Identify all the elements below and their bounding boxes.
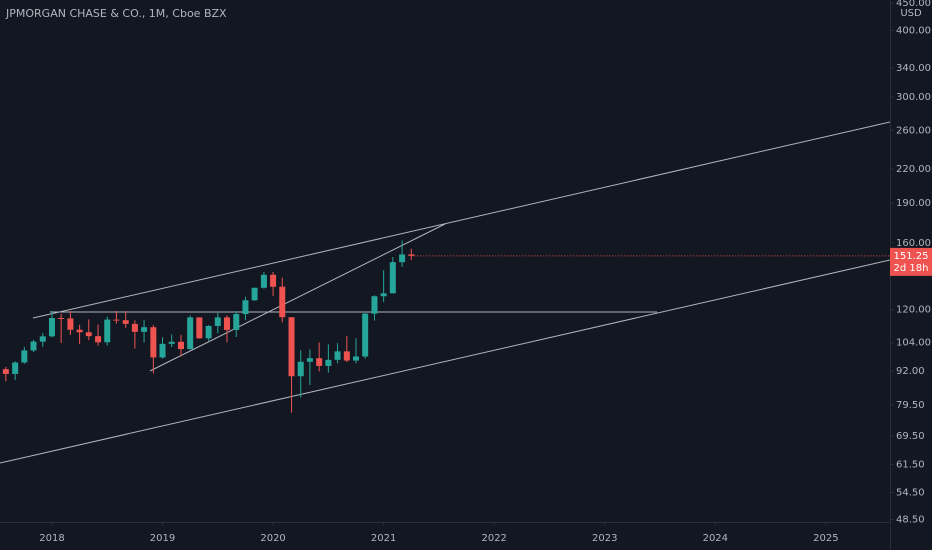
candle-body bbox=[251, 287, 258, 301]
y-tick-label: 69.50 bbox=[896, 431, 925, 442]
candle-body bbox=[325, 359, 332, 366]
chart-title: JPMORGAN CHASE & CO., 1M, Cboe BZX bbox=[5, 7, 227, 20]
candle-body bbox=[95, 336, 102, 343]
candle-body bbox=[58, 318, 65, 320]
y-tick-label: 260.00 bbox=[896, 125, 931, 136]
candle-body bbox=[306, 358, 313, 362]
y-tick-label: 400.00 bbox=[896, 25, 931, 36]
candle-body bbox=[30, 341, 37, 351]
candle-body bbox=[131, 323, 138, 332]
y-tick-label: 54.50 bbox=[896, 488, 925, 499]
candle-body bbox=[297, 361, 304, 377]
candle-body bbox=[343, 351, 350, 361]
candle-body bbox=[371, 296, 378, 314]
y-tick-label: 92.00 bbox=[896, 366, 925, 377]
candle-body bbox=[279, 286, 286, 318]
y-tick-label: 48.50 bbox=[896, 515, 925, 526]
candle-body bbox=[48, 318, 55, 337]
candle-body bbox=[316, 358, 323, 366]
y-tick-label: 160.00 bbox=[896, 238, 931, 249]
trend-line bbox=[149, 223, 446, 372]
candle-body bbox=[177, 341, 184, 350]
candle-body bbox=[150, 327, 157, 358]
candle-body bbox=[76, 329, 83, 333]
candle-body bbox=[270, 274, 277, 287]
candle-body bbox=[260, 274, 267, 288]
y-tick-label: 220.00 bbox=[896, 164, 931, 175]
candle-body bbox=[233, 314, 240, 330]
candle-body bbox=[362, 313, 369, 357]
candle-body bbox=[242, 300, 249, 315]
candle-body bbox=[187, 317, 194, 350]
candle-body bbox=[159, 343, 166, 358]
y-tick-label: 450.00 bbox=[896, 0, 931, 9]
x-tick-label: 2021 bbox=[371, 533, 396, 544]
candle-body bbox=[408, 254, 415, 256]
candle-body bbox=[399, 254, 406, 263]
trend-line bbox=[0, 259, 891, 464]
x-tick-label: 2022 bbox=[481, 533, 506, 544]
y-tick-label: 120.00 bbox=[896, 305, 931, 316]
candle-body bbox=[205, 325, 212, 339]
y-tick-label: 340.00 bbox=[896, 63, 931, 74]
candle-body bbox=[380, 293, 387, 297]
candle-body bbox=[67, 318, 74, 330]
y-tick-label: 300.00 bbox=[896, 92, 931, 103]
candle-body bbox=[288, 317, 295, 377]
candle-body bbox=[223, 317, 230, 330]
y-tick-label: 190.00 bbox=[896, 198, 931, 209]
candle-body bbox=[39, 336, 46, 342]
candle-body bbox=[196, 317, 203, 339]
trend-line bbox=[32, 121, 891, 319]
candle-body bbox=[334, 351, 341, 360]
candle-body bbox=[113, 319, 120, 321]
candle-body bbox=[389, 262, 396, 294]
candle-body bbox=[122, 320, 129, 324]
y-tick-label: 79.50 bbox=[896, 400, 925, 411]
candle-body bbox=[141, 327, 148, 332]
x-tick-label: 2019 bbox=[150, 533, 175, 544]
candle-body bbox=[2, 369, 9, 374]
y-tick-label: 104.00 bbox=[896, 338, 931, 349]
x-tick-label: 2018 bbox=[39, 533, 64, 544]
x-tick-label: 2023 bbox=[592, 533, 617, 544]
x-tick-label: 2024 bbox=[703, 533, 728, 544]
candle-body bbox=[168, 341, 175, 344]
currency-label: USD bbox=[900, 8, 922, 19]
x-tick-label: 2025 bbox=[813, 533, 838, 544]
candle-body bbox=[104, 319, 111, 343]
candle-body bbox=[85, 332, 92, 337]
candle-body bbox=[21, 350, 28, 363]
drawings bbox=[0, 121, 891, 464]
candle-body bbox=[12, 362, 19, 374]
countdown-label: 2d 18h bbox=[894, 263, 929, 274]
candle-body bbox=[353, 356, 359, 361]
x-tick-label: 2020 bbox=[260, 533, 285, 544]
y-tick-label: 61.50 bbox=[896, 460, 925, 471]
candle-body bbox=[214, 317, 221, 326]
price-label-box bbox=[890, 247, 932, 276]
price-label: 151.25 bbox=[894, 251, 929, 262]
